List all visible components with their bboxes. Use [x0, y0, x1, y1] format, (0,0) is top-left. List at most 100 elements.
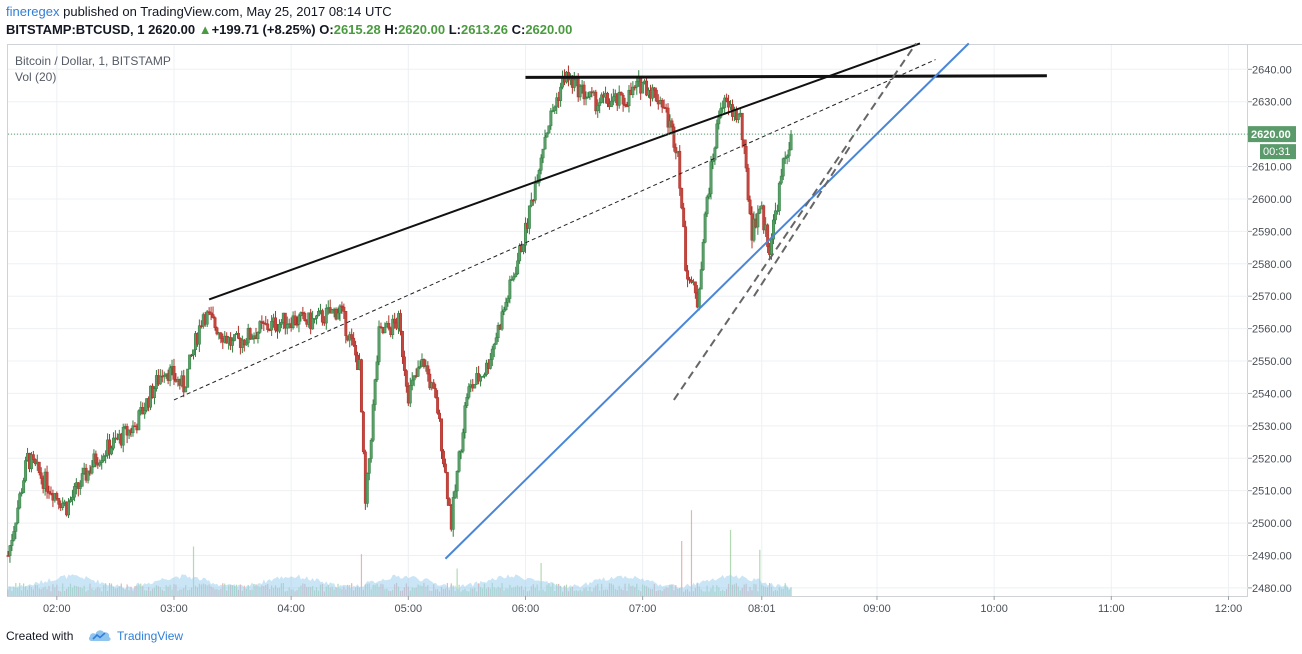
candle-body	[682, 207, 686, 228]
candle-body	[686, 270, 690, 280]
candle-body	[736, 113, 740, 120]
candle-body	[426, 365, 430, 375]
series-legend: Bitcoin / Dollar, 1, BITSTAMP	[15, 54, 171, 68]
candle-body	[131, 425, 135, 434]
close-label: C:	[511, 22, 526, 37]
candle-body	[443, 463, 447, 473]
high-value: 2620.00	[398, 22, 446, 37]
candle-body	[688, 278, 691, 281]
current-price-tag: 2620.00 00:31	[1248, 126, 1296, 160]
candle-body	[412, 375, 416, 381]
low-value: 2613.26	[460, 22, 508, 37]
candle-body	[631, 86, 635, 96]
price-tick-label: 2550.00	[1252, 356, 1292, 368]
tradingview-cloud-logo-icon[interactable]	[88, 627, 112, 643]
candle-body	[455, 471, 459, 492]
tradingview-link[interactable]: TradingView	[117, 629, 184, 643]
candle-body	[102, 455, 106, 461]
chart-frame[interactable]	[7, 44, 1248, 597]
candle-body	[549, 110, 553, 127]
candle-body	[440, 418, 443, 452]
candle-body	[320, 310, 324, 323]
candles	[6, 65, 793, 563]
candle-body	[479, 376, 483, 382]
candle-body	[8, 545, 12, 556]
candle-body	[410, 379, 414, 386]
candle-body	[678, 150, 682, 189]
candle-body	[457, 451, 461, 472]
candle-body	[541, 148, 545, 159]
change-arrow-icon: ▲	[198, 22, 212, 37]
price-tick-label: 2500.00	[1252, 518, 1292, 530]
candle-body	[772, 219, 775, 240]
candle-body	[248, 328, 252, 340]
candle-body	[744, 146, 748, 169]
candle-body	[283, 312, 287, 329]
candle-body	[684, 226, 688, 271]
price-tick-label: 2600.00	[1252, 194, 1292, 206]
candle-body	[660, 100, 664, 108]
candle-body	[621, 94, 625, 105]
candle-body	[635, 80, 639, 88]
candle-body	[459, 450, 463, 453]
candle-body	[742, 139, 746, 147]
candle-body	[137, 410, 141, 431]
candlestick-chart[interactable]: 2480.00 2490.00 2500.00 2510.00 2520.00 2530.…	[0, 0, 1302, 618]
candle-body	[393, 318, 397, 324]
candle-body	[502, 309, 506, 312]
candle-body	[352, 337, 356, 346]
trend-line-solid-blue	[444, 42, 970, 560]
candle-body	[143, 410, 147, 415]
candle-body	[543, 136, 547, 150]
candle-body	[14, 522, 18, 532]
candle-body	[473, 383, 477, 389]
candle-body	[787, 149, 791, 157]
candle-body	[6, 555, 10, 557]
author-link[interactable]: fineregex	[6, 4, 60, 19]
candle-body	[533, 182, 537, 201]
trend-line-dashed-black	[173, 59, 936, 401]
candle-body	[641, 82, 645, 94]
candle-body	[90, 466, 94, 474]
candle-body	[494, 337, 498, 345]
candle-body	[244, 342, 248, 346]
time-tick-label: 03:00	[160, 603, 188, 615]
candle-body	[512, 276, 516, 280]
price-tick-label: 2570.00	[1252, 291, 1292, 303]
candle-body	[627, 89, 631, 107]
candle-body	[594, 91, 598, 112]
candle-body	[709, 161, 713, 195]
candle-body	[336, 312, 340, 320]
candle-body	[399, 313, 402, 332]
candle-body	[506, 298, 510, 303]
candle-body	[153, 388, 156, 398]
price-axis[interactable]	[1248, 44, 1302, 597]
candle-body	[516, 260, 520, 275]
candle-body	[496, 325, 500, 339]
candle-body	[121, 427, 125, 446]
candle-body	[401, 330, 404, 358]
candle-body	[207, 311, 211, 314]
candle-body	[606, 92, 609, 104]
candle-body	[703, 213, 707, 243]
candle-body	[37, 461, 41, 473]
candle-body	[531, 199, 535, 202]
price-tick-label: 2480.00	[1252, 583, 1292, 595]
candle-body	[219, 332, 223, 339]
candle-body	[779, 175, 783, 184]
candle-body	[391, 318, 395, 335]
candle-body	[451, 497, 455, 530]
candle-body	[188, 354, 192, 370]
candle-body	[373, 379, 377, 405]
candle-body	[10, 539, 14, 546]
candle-body	[699, 269, 703, 290]
candle-body	[442, 450, 445, 465]
candle-body	[33, 459, 37, 465]
candle-body	[250, 338, 254, 340]
candle-body	[377, 326, 381, 363]
candle-body	[762, 205, 766, 231]
close-value: 2620.00	[525, 22, 573, 37]
candle-body	[645, 80, 649, 96]
candle-body	[418, 366, 422, 369]
time-tick-label: 10:00	[980, 603, 1008, 615]
